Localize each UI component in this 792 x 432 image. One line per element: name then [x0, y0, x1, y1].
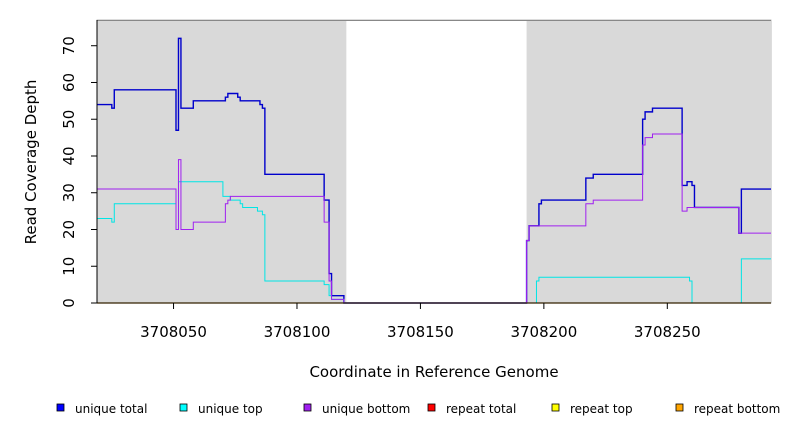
legend-item: repeat total: [427, 402, 516, 416]
legend-swatch: [551, 403, 560, 412]
legend-label: unique top: [198, 402, 263, 416]
legend-label: unique bottom: [322, 402, 410, 416]
y-tick-label: 0: [60, 298, 78, 308]
legend-swatch: [675, 403, 684, 412]
x-tick-label: 3708250: [634, 323, 701, 341]
y-tick-label: 70: [60, 36, 78, 55]
y-tick-label: 10: [60, 257, 78, 276]
legend-swatch: [179, 403, 188, 412]
plot-area: [96, 19, 772, 304]
shaded-region-2: [526, 20, 771, 303]
x-tick-label: 3708100: [264, 323, 331, 341]
legend-swatch: [427, 403, 436, 412]
y-tick-label: 60: [60, 73, 78, 92]
y-tick-label: 30: [60, 183, 78, 202]
legend-label: repeat total: [446, 402, 516, 416]
legend-label: repeat bottom: [694, 402, 780, 416]
legend-item: unique bottom: [303, 402, 410, 416]
y-tick-label: 20: [60, 220, 78, 239]
y-tick-label: 40: [60, 146, 78, 165]
legend: unique total unique top unique bottom repea…: [56, 402, 780, 416]
legend-item: unique top: [179, 402, 263, 416]
legend-label: repeat top: [570, 402, 633, 416]
x-tick-label: 3708200: [510, 323, 577, 341]
legend-label: unique total: [75, 402, 147, 416]
x-tick-label: 3708150: [387, 323, 454, 341]
x-tick-label: 3708050: [140, 323, 207, 341]
x-axis-title: Coordinate in Reference Genome: [309, 363, 558, 381]
series-line-unique-bottom: [97, 133, 771, 304]
shaded-region-1: [97, 20, 347, 303]
legend-swatch: [56, 403, 65, 412]
y-axis-title: Read Coverage Depth: [22, 80, 40, 245]
series-line-unique-total: [97, 37, 771, 304]
legend-swatch: [303, 403, 312, 412]
y-tick-label: 50: [60, 110, 78, 129]
legend-item: repeat bottom: [675, 402, 780, 416]
legend-item: repeat top: [551, 402, 633, 416]
legend-item: unique total: [56, 402, 147, 416]
x-axis: 3708050 3708100 3708150 3708200 3708250: [97, 302, 771, 341]
y-axis: 0 10 20 30 40 50 60 70: [60, 20, 98, 308]
